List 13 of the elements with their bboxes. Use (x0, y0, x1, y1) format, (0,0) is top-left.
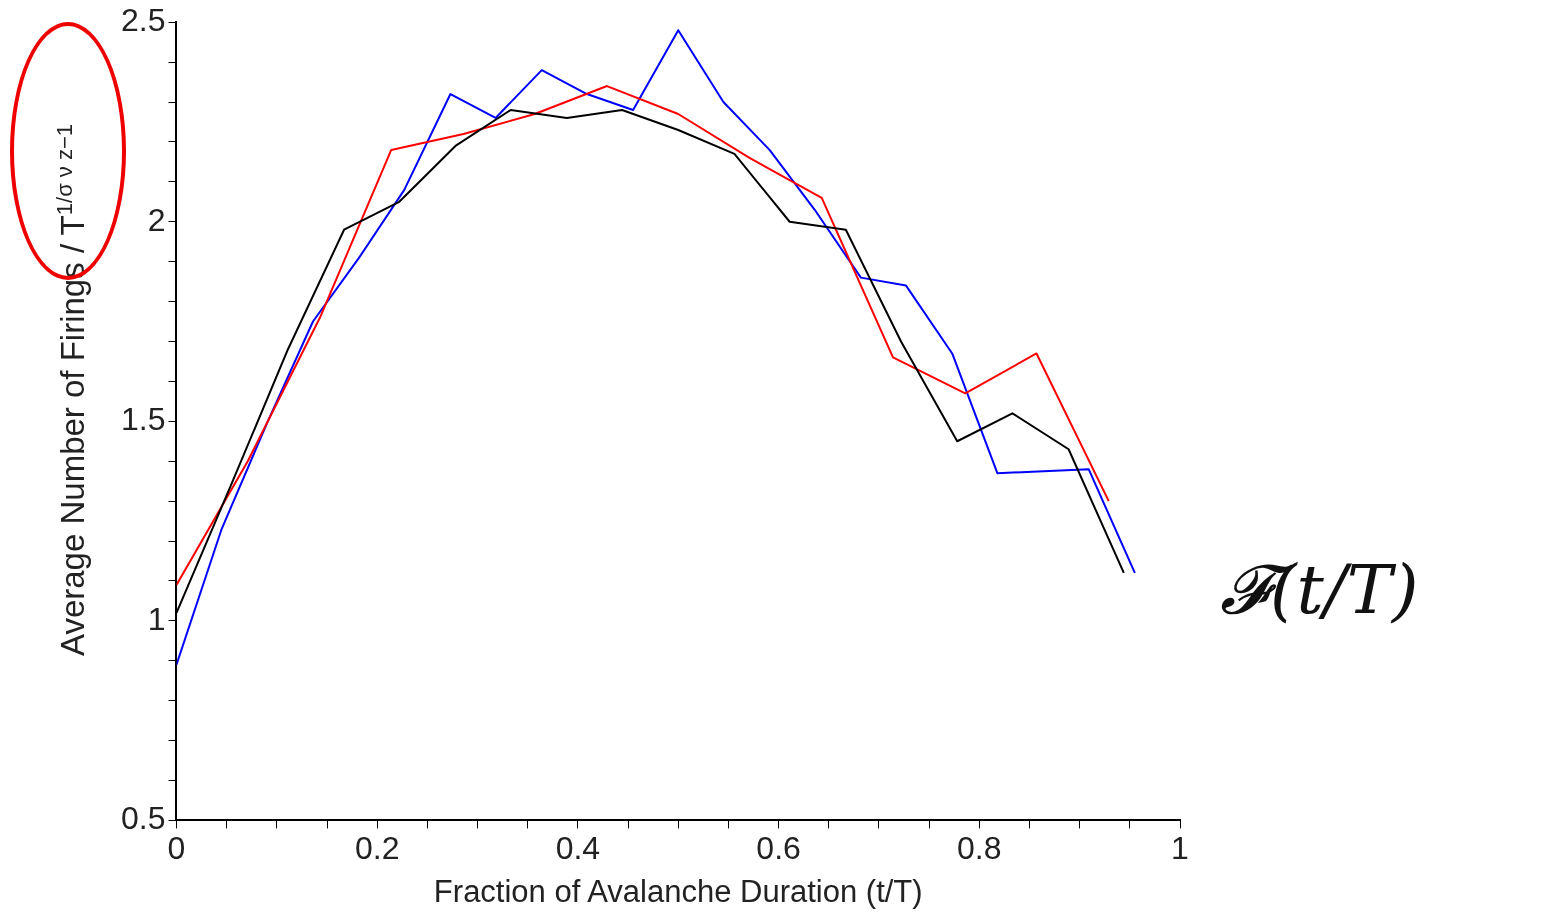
y-tick-label: 1 (147, 600, 166, 637)
x-tick-label: 0.4 (555, 830, 601, 867)
y-tick-label: 2.5 (121, 2, 166, 39)
x-axis-title: Fraction of Avalanche Duration (t/T) (433, 873, 923, 909)
x-tick-label: 0.6 (756, 830, 801, 867)
x-tick-label: 1 (1171, 830, 1189, 867)
y-tick-label: 0.5 (121, 800, 166, 837)
y-tick-label: 1.5 (121, 401, 166, 438)
y-tick-label: 2 (147, 201, 166, 238)
text: 𝓕(t/T) (1220, 550, 1419, 631)
x-tick-label: 0.8 (957, 830, 1002, 867)
x-tick-label: 0 (167, 830, 186, 867)
x-tick-label: 0.2 (354, 830, 400, 867)
